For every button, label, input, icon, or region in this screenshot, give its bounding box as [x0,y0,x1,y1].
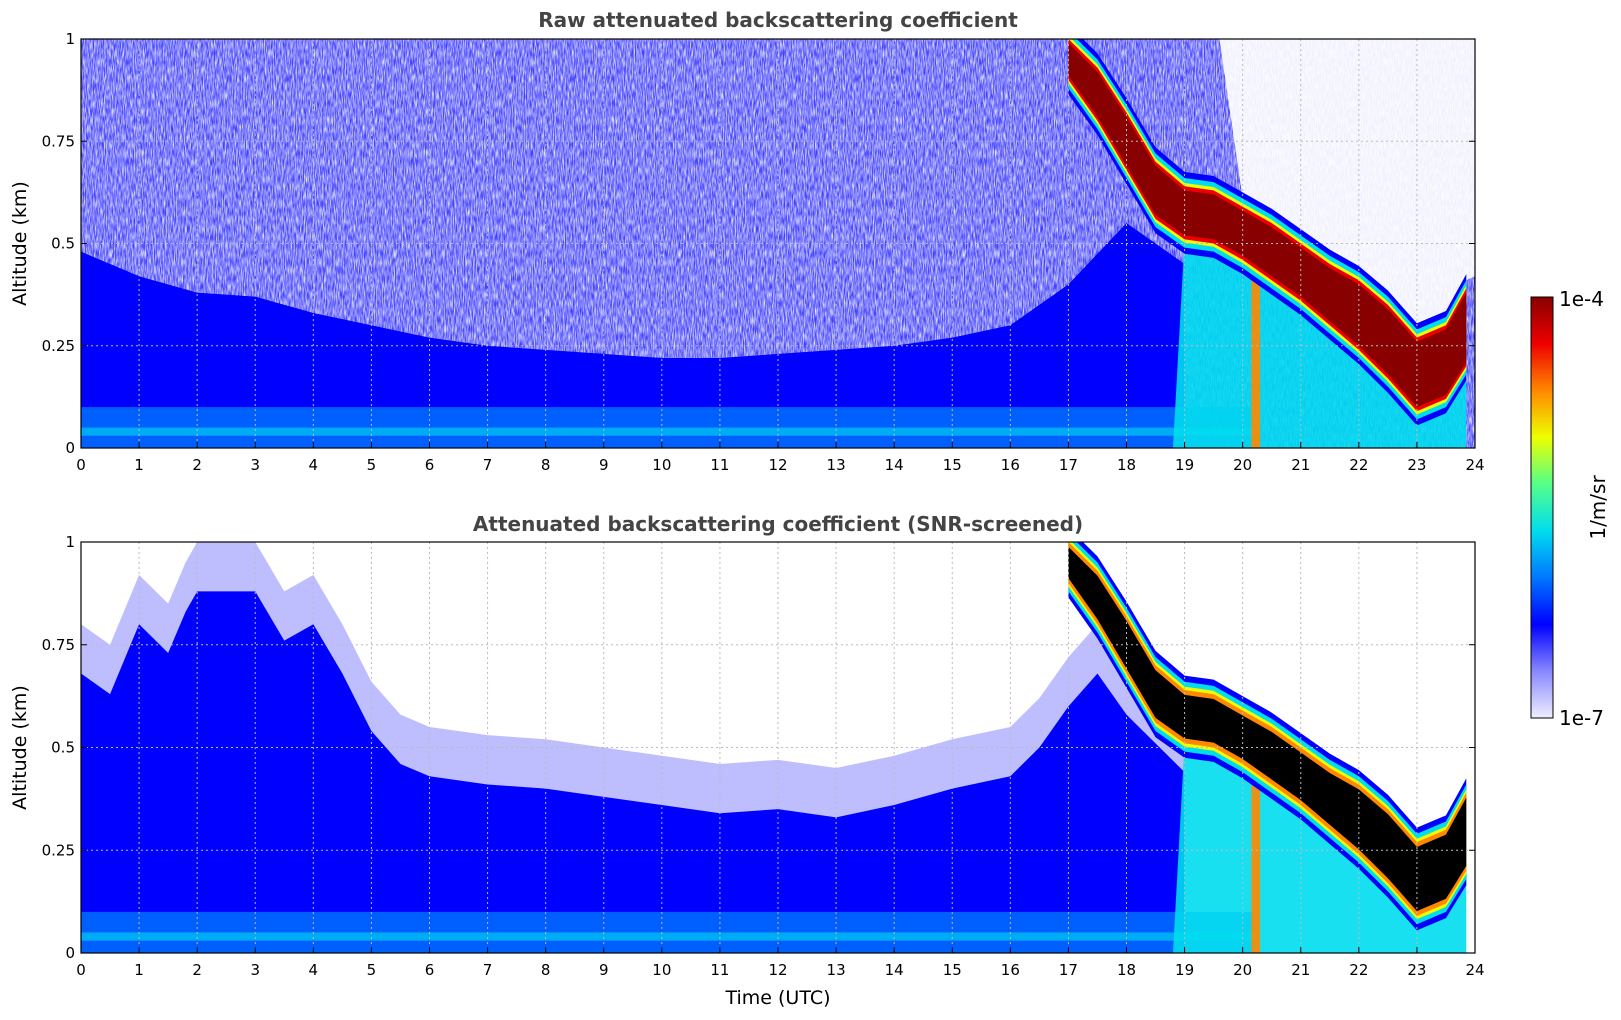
y-tick-label: 0 [65,944,75,962]
colorbar-gradient [1530,296,1554,719]
y-tick-label: 0.75 [42,636,75,654]
x-tick-label: 21 [1291,456,1310,474]
x-tick-label: 15 [943,456,962,474]
screened-panel-title: Attenuated backscattering coefficient (S… [473,512,1083,536]
precipitation-streak [1251,780,1261,953]
screened-panel-ylabel: Altitude (km) [9,685,31,810]
x-tick-label: 13 [827,961,846,979]
colorbar-max-label: 1e-4 [1559,287,1604,311]
clear-sky-region [1219,39,1475,330]
x-tick-label: 1 [134,961,144,979]
y-tick-label: 0.75 [42,132,75,150]
x-tick-label: 9 [599,456,609,474]
x-tick-label: 17 [1059,456,1078,474]
x-tick-label: 7 [483,961,493,979]
x-tick-label: 19 [1175,456,1194,474]
x-tick-label: 11 [710,456,729,474]
signal-region [81,591,1185,953]
x-tick-label: 12 [768,961,787,979]
x-tick-label: 4 [309,961,319,979]
x-tick-label: 4 [309,456,319,474]
x-tick-label: 2 [192,456,202,474]
x-tick-label: 8 [541,961,551,979]
x-tick-label: 10 [652,961,671,979]
boundary-layer-region [81,223,1185,448]
x-tick-label: 12 [768,456,787,474]
x-tick-label: 17 [1059,961,1078,979]
raw-backscatter-panel: Raw attenuated backscattering coefficien… [9,8,1485,474]
x-tick-label: 0 [76,961,86,979]
precipitation-streak [1251,276,1261,448]
x-tick-label: 9 [599,961,609,979]
cloud-layer-band-4 [1068,43,1467,408]
x-tick-label: 0 [76,456,86,474]
x-tick-label: 20 [1233,961,1252,979]
cloud-layer-band-4 [1068,546,1467,912]
y-tick-label: 1 [65,533,75,551]
x-tick-label: 5 [367,456,377,474]
near-surface-band [81,427,1255,436]
x-tick-label: 18 [1117,456,1136,474]
y-tick-label: 0.25 [42,337,75,355]
x-tick-label: 3 [250,456,260,474]
x-tick-label: 23 [1407,456,1426,474]
y-tick-label: 1 [65,30,75,48]
x-tick-label: 6 [425,456,435,474]
x-tick-label: 21 [1291,961,1310,979]
x-tick-label: 24 [1465,456,1484,474]
x-tick-label: 13 [827,456,846,474]
colorbar-min-label: 1e-7 [1559,706,1604,730]
x-tick-label: 20 [1233,456,1252,474]
screened-backscatter-panel: Attenuated backscattering coefficient (S… [9,512,1485,1009]
x-tick-label: 1 [134,456,144,474]
x-tick-label: 6 [425,961,435,979]
x-tick-label: 10 [652,456,671,474]
x-tick-label: 14 [885,456,904,474]
x-tick-label: 8 [541,456,551,474]
x-tick-label: 22 [1349,961,1368,979]
x-tick-label: 3 [250,961,260,979]
y-tick-label: 0 [65,439,75,457]
x-tick-label: 18 [1117,961,1136,979]
x-tick-label: 22 [1349,456,1368,474]
x-tick-label: 16 [1001,961,1020,979]
x-tick-label: 23 [1407,961,1426,979]
x-tick-label: 5 [367,961,377,979]
x-tick-label: 15 [943,961,962,979]
x-tick-label: 24 [1465,961,1484,979]
y-tick-label: 0.25 [42,841,75,859]
y-tick-label: 0.5 [51,739,75,757]
x-tick-label: 19 [1175,961,1194,979]
x-tick-label: 7 [483,456,493,474]
time-axis-label: Time (UTC) [724,987,830,1009]
heatmap-field [81,542,1475,953]
raw-panel-title: Raw attenuated backscattering coefficien… [538,8,1018,32]
x-tick-label: 11 [710,961,729,979]
x-tick-label: 2 [192,961,202,979]
x-tick-label: 14 [885,961,904,979]
y-tick-label: 0.5 [51,235,75,253]
near-surface-band [81,932,1255,941]
colorbar: 1e-4 1e-7 1/m/sr [1530,287,1610,730]
raw-panel-ylabel: Altitude (km) [9,181,31,306]
colorbar-unit-label: 1/m/sr [1586,475,1610,540]
x-tick-label: 16 [1001,456,1020,474]
